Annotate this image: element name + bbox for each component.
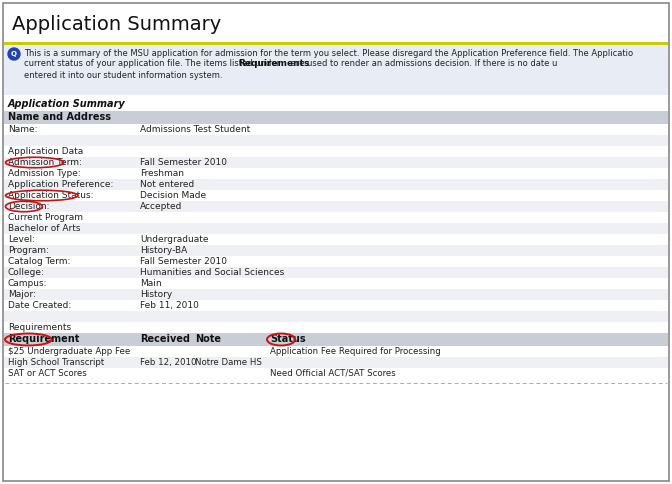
Text: Application Fee Required for Processing: Application Fee Required for Processing — [270, 347, 441, 356]
Bar — [4, 245, 668, 256]
Text: Current Program: Current Program — [8, 213, 83, 222]
Text: Fall Semester 2010: Fall Semester 2010 — [140, 158, 227, 167]
Text: Fall Semester 2010: Fall Semester 2010 — [140, 257, 227, 266]
Bar — [4, 124, 668, 135]
Text: Name:: Name: — [8, 125, 38, 134]
Text: SAT or ACT Scores: SAT or ACT Scores — [8, 369, 87, 378]
Text: Admission Type:: Admission Type: — [8, 169, 81, 178]
Text: Need Official ACT/SAT Scores: Need Official ACT/SAT Scores — [270, 369, 396, 378]
Bar — [4, 256, 668, 267]
Bar — [4, 346, 668, 357]
Text: Catalog Term:: Catalog Term: — [8, 257, 71, 266]
Text: Application Summary: Application Summary — [8, 99, 126, 109]
Text: Application Status:: Application Status: — [8, 191, 93, 200]
Text: History-BA: History-BA — [140, 246, 187, 255]
Text: This is a summary of the MSU application for admission for the term you select. : This is a summary of the MSU application… — [24, 48, 633, 58]
Circle shape — [8, 48, 20, 60]
Bar — [4, 333, 668, 346]
Text: Received: Received — [140, 334, 190, 345]
Bar — [4, 111, 668, 124]
Text: Level:: Level: — [8, 235, 35, 244]
Text: Application Data: Application Data — [8, 147, 83, 156]
Bar — [4, 135, 668, 146]
Text: Humanities and Social Sciences: Humanities and Social Sciences — [140, 268, 284, 277]
Text: Note: Note — [195, 334, 221, 345]
Bar — [4, 146, 668, 157]
Bar — [4, 168, 668, 179]
Text: entered it into our student information system.: entered it into our student information … — [24, 71, 222, 79]
Bar — [4, 357, 668, 368]
Text: Q: Q — [11, 51, 17, 57]
Bar — [4, 45, 668, 95]
Bar — [4, 311, 668, 322]
Bar — [4, 212, 668, 223]
Text: $25 Undergraduate App Fee: $25 Undergraduate App Fee — [8, 347, 130, 356]
Text: Program:: Program: — [8, 246, 49, 255]
Text: Date Created:: Date Created: — [8, 301, 71, 310]
Text: Requirement: Requirement — [8, 334, 79, 345]
Text: Feb 11, 2010: Feb 11, 2010 — [140, 301, 199, 310]
Text: College:: College: — [8, 268, 45, 277]
Bar — [4, 190, 668, 201]
Bar — [4, 368, 668, 379]
Text: Name and Address: Name and Address — [8, 112, 111, 122]
Text: Not entered: Not entered — [140, 180, 194, 189]
Bar — [4, 300, 668, 311]
Text: current status of your application file. The items listed under: current status of your application file.… — [24, 60, 283, 69]
Text: Main: Main — [140, 279, 162, 288]
Text: Requirements: Requirements — [239, 60, 310, 69]
Bar — [4, 289, 668, 300]
Bar — [4, 223, 668, 234]
Text: Bachelor of Arts: Bachelor of Arts — [8, 224, 81, 233]
Bar — [4, 201, 668, 212]
Text: Feb 12, 2010: Feb 12, 2010 — [140, 358, 196, 367]
Text: Application Preference:: Application Preference: — [8, 180, 114, 189]
Bar — [4, 322, 668, 333]
Text: Campus:: Campus: — [8, 279, 48, 288]
Text: Requirements: Requirements — [8, 323, 71, 332]
Text: Notre Dame HS: Notre Dame HS — [195, 358, 262, 367]
Text: Application Summary: Application Summary — [12, 15, 221, 33]
Text: Decision:: Decision: — [8, 202, 50, 211]
Bar — [4, 234, 668, 245]
Text: Major:: Major: — [8, 290, 36, 299]
Text: Undergraduate: Undergraduate — [140, 235, 208, 244]
Text: Admission Term:: Admission Term: — [8, 158, 82, 167]
Text: Admissions Test Student: Admissions Test Student — [140, 125, 250, 134]
Bar — [4, 267, 668, 278]
Bar — [4, 42, 668, 45]
Text: Freshman: Freshman — [140, 169, 184, 178]
Text: High School Transcript: High School Transcript — [8, 358, 104, 367]
Text: Accepted: Accepted — [140, 202, 182, 211]
Bar — [4, 278, 668, 289]
Text: Decision Made: Decision Made — [140, 191, 206, 200]
Text: are used to render an admissions decision. If there is no date u: are used to render an admissions decisio… — [288, 60, 557, 69]
Text: History: History — [140, 290, 172, 299]
Bar — [4, 157, 668, 168]
Text: Status: Status — [270, 334, 306, 345]
Bar — [4, 179, 668, 190]
